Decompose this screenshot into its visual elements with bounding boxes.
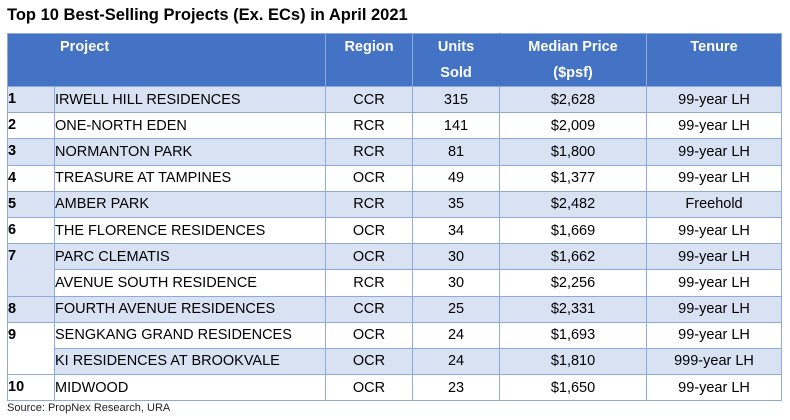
header-units: Units [437, 39, 475, 55]
region-cell: OCR [325, 243, 414, 271]
header-units-sold: Units Sold [412, 33, 501, 87]
price-cell: $2,482 [499, 190, 648, 218]
header-project: Project [6, 33, 327, 87]
units-cell: 35 [412, 190, 501, 218]
price-cell: $1,669 [499, 216, 648, 245]
table-row: 2 ONE-NORTH EDEN RCR 141 $2,009 99-year … [7, 112, 783, 140]
table-row: AVENUE SOUTH RESIDENCE RCR 30 $2,256 99-… [8, 269, 783, 297]
source-note: Source: PropNex Research, URA [7, 402, 171, 414]
table-row: 6 THE FLORENCE RESIDENCES OCR 34 $1,669 … [7, 216, 783, 245]
region-cell: OCR [325, 321, 414, 349]
units-cell: 49 [412, 164, 501, 192]
region-cell: RCR [325, 138, 414, 166]
price-cell: $1,810 [499, 347, 648, 376]
tenure-cell: 99-year LH [646, 85, 783, 114]
units-cell: 141 [412, 112, 501, 140]
header-sold: Sold [440, 65, 472, 81]
region-cell: OCR [325, 347, 414, 376]
units-cell: 24 [412, 321, 501, 349]
rank-cell: 10 [7, 374, 55, 402]
units-cell: 81 [412, 138, 501, 166]
rank-cell: 2 [7, 112, 55, 140]
tenure-cell: 99-year LH [646, 243, 783, 271]
units-cell: 23 [412, 374, 501, 402]
tenure-cell: 99-year LH [646, 374, 783, 402]
tenure-cell: 99-year LH [646, 112, 783, 140]
tenure-cell: 999-year LH [646, 347, 783, 376]
tenure-cell: 99-year LH [646, 164, 783, 192]
units-cell: 25 [412, 295, 501, 323]
header-price-unit: ($psf) [553, 65, 593, 81]
region-cell: OCR [325, 374, 414, 402]
rank-cell: 3 [7, 138, 55, 166]
table-row: 5 AMBER PARK RCR 35 $2,482 Freehold [7, 190, 783, 218]
price-cell: $1,377 [499, 164, 648, 192]
table-row: 8 FOURTH AVENUE RESIDENCES CCR 25 $2,331… [7, 295, 783, 323]
region-cell: RCR [325, 112, 414, 140]
region-cell: RCR [325, 269, 414, 297]
table-row: KI RESIDENCES AT BROOKVALE OCR 24 $1,810… [8, 347, 783, 376]
project-cell: TREASURE AT TAMPINES [53, 164, 327, 192]
region-cell: CCR [325, 295, 414, 323]
price-cell: $1,800 [499, 138, 648, 166]
region-cell: CCR [325, 85, 414, 114]
header-median-price: Median Price ($psf) [499, 33, 648, 87]
table-row: 3 NORMANTON PARK RCR 81 $1,800 99-year L… [7, 138, 783, 166]
header-price: Median Price [528, 39, 618, 55]
units-cell: 315 [412, 85, 501, 114]
region-cell: OCR [325, 216, 414, 245]
price-cell: $2,331 [499, 295, 648, 323]
project-cell: FOURTH AVENUE RESIDENCES [53, 295, 327, 323]
project-cell: ONE-NORTH EDEN [53, 112, 327, 140]
table-row: 4 TREASURE AT TAMPINES OCR 49 $1,377 99-… [7, 164, 783, 192]
project-cell: SENGKANG GRAND RESIDENCES [53, 321, 327, 349]
header-tenure: Tenure [646, 33, 783, 87]
units-cell: 34 [412, 216, 501, 245]
project-cell: AVENUE SOUTH RESIDENCE [53, 269, 327, 297]
project-cell: MIDWOOD [53, 374, 327, 402]
rank-cell: 7 [7, 243, 55, 297]
tenure-cell: 99-year LH [646, 216, 783, 245]
table-title: Top 10 Best-Selling Projects (Ex. ECs) i… [7, 6, 408, 24]
tenure-cell: 99-year LH [646, 138, 783, 166]
tenure-cell: Freehold [646, 190, 783, 218]
rank-cell: 4 [7, 164, 55, 192]
rank-cell: 8 [7, 295, 55, 323]
project-cell: NORMANTON PARK [53, 138, 327, 166]
tenure-cell: 99-year LH [646, 295, 783, 323]
price-cell: $2,256 [499, 269, 648, 297]
table-row: 9 SENGKANG GRAND RESIDENCES OCR 24 $1,69… [7, 321, 783, 376]
price-cell: $2,009 [499, 112, 648, 140]
units-cell: 30 [412, 243, 501, 271]
price-cell: $1,693 [499, 321, 648, 349]
tenure-cell: 99-year LH [646, 321, 783, 349]
rank-cell: 6 [7, 216, 55, 245]
price-cell: $1,662 [499, 243, 648, 271]
header-row: Project Region Units Sold Median Price (… [6, 33, 783, 87]
units-cell: 24 [412, 347, 501, 376]
rank-cell: 5 [7, 190, 55, 218]
tenure-cell: 99-year LH [646, 269, 783, 297]
header-region: Region [325, 33, 414, 87]
project-cell: KI RESIDENCES AT BROOKVALE [53, 347, 327, 376]
table-row: 10 MIDWOOD OCR 23 $1,650 99-year LH [7, 374, 783, 402]
region-cell: RCR [325, 190, 414, 218]
project-cell: AMBER PARK [53, 190, 327, 218]
rank-cell: 1 [7, 85, 55, 114]
best-selling-projects-table: Project Region Units Sold Median Price (… [6, 33, 783, 402]
region-cell: OCR [325, 164, 414, 192]
price-cell: $2,628 [499, 85, 648, 114]
project-cell: IRWELL HILL RESIDENCES [53, 85, 327, 114]
table-row: 7 PARC CLEMATIS OCR 30 $1,662 99-year LH [7, 243, 783, 297]
table-row: 1 IRWELL HILL RESIDENCES CCR 315 $2,628 … [7, 85, 783, 114]
project-cell: PARC CLEMATIS [53, 243, 327, 271]
rank-cell: 9 [7, 321, 55, 376]
price-cell: $1,650 [499, 374, 648, 402]
project-cell: THE FLORENCE RESIDENCES [53, 216, 327, 245]
units-cell: 30 [412, 269, 501, 297]
